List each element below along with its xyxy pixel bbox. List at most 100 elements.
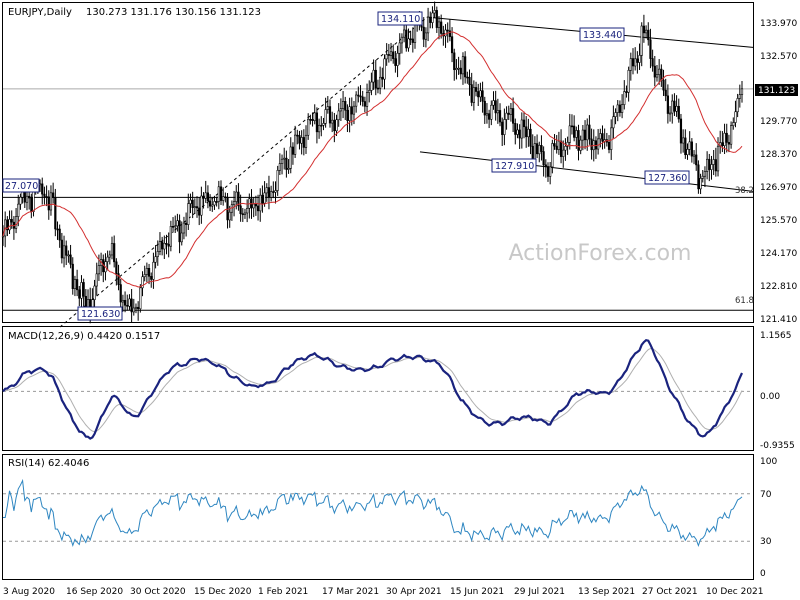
price-bar-body (472, 87, 475, 103)
annotation-box (377, 11, 423, 26)
price-bar-body (167, 243, 170, 247)
macd-ytick-0: 1.1565 (760, 331, 792, 341)
price-bar-body (368, 90, 371, 93)
price-bar-body (583, 129, 587, 141)
price-bar-body (485, 113, 489, 116)
price-bar-body (324, 109, 327, 124)
price-bar-body (121, 300, 124, 303)
price-bar-body (730, 125, 733, 145)
price-bar-body (507, 112, 510, 115)
price-bar-body (346, 109, 349, 121)
price-bar-body (69, 254, 72, 265)
price-bar-body (307, 118, 310, 136)
price-bar-body (631, 58, 635, 67)
price-bar-body (588, 124, 591, 140)
price-bar-body (274, 190, 277, 193)
annotation-label: 127.360 (648, 173, 687, 184)
price-bar-body (361, 96, 364, 102)
price-bar-body (385, 54, 388, 60)
price-bar-body (634, 58, 637, 67)
price-bar-body (134, 306, 138, 309)
moving-average-line (2, 31, 743, 288)
price-bar-body (568, 125, 571, 143)
price-bar-body (721, 142, 724, 146)
price-bar-body (662, 79, 665, 91)
price-bar-body (300, 137, 303, 144)
price-ytick-4: 128.370 (760, 150, 797, 160)
price-bar-body (640, 25, 643, 56)
price-bar-body (398, 42, 401, 54)
price-bar-body (374, 69, 377, 89)
price-bar-body (47, 196, 50, 211)
macd-line (2, 339, 743, 440)
price-bar-body (252, 203, 255, 209)
price-bar-body (355, 94, 358, 107)
price-bar-body (67, 254, 70, 257)
annotation-box (2, 178, 40, 193)
price-bar-body (145, 268, 148, 275)
date-label-5: 17 Mar 2021 (322, 587, 379, 597)
price-bar-body (679, 118, 683, 144)
price-bar-body (6, 219, 9, 231)
price-bar-body (675, 105, 678, 112)
price-bar-body (450, 36, 454, 54)
rsi-ytick-2: 30 (760, 537, 772, 547)
price-bar-body (570, 125, 574, 128)
price-bar-body (594, 140, 598, 150)
price-ytick-8: 122.810 (760, 282, 797, 292)
price-bar-body (1, 235, 5, 238)
price-bar-body (431, 12, 434, 23)
price-bar-body (228, 211, 231, 221)
price-bar-body (123, 300, 127, 306)
price-bar-body (655, 74, 659, 78)
price-bar-body (54, 197, 57, 230)
price-bar-body (405, 29, 408, 49)
price-bar-body (712, 159, 715, 165)
price-bar-body (254, 203, 257, 207)
price-bar-body (28, 195, 31, 199)
price-bar-body (317, 124, 321, 133)
price-bar-body (394, 58, 397, 66)
date-label-2: 30 Oct 2020 (130, 587, 186, 597)
price-bar-body (171, 226, 175, 228)
price-bar-body (647, 29, 650, 41)
price-ytick-3: 129.770 (760, 117, 797, 127)
price-bar-body (213, 201, 216, 206)
price-bar-body (616, 104, 619, 113)
price-header-symbol: EURJPY,Daily (8, 7, 72, 18)
price-bar-body (328, 106, 332, 124)
price-bar-body (422, 26, 425, 40)
price-bar-body (350, 106, 353, 115)
price-bar-body (522, 119, 526, 128)
annotation-127910: 127.910 (491, 158, 537, 173)
rsi-ytick-0: 100 (760, 457, 777, 467)
price-bar-body (666, 95, 669, 114)
price-bar-body (542, 151, 545, 166)
price-bar-body (287, 168, 290, 170)
price-bar-body (653, 65, 656, 78)
annotation-127360: 127.360 (644, 170, 690, 185)
price-bar-body (488, 113, 491, 120)
price-bar-body (501, 121, 504, 135)
price-bar-body (8, 218, 11, 231)
price-bar-body (147, 268, 151, 277)
price-bar-body (498, 110, 502, 123)
price-ytick-5: 126.970 (760, 183, 797, 193)
price-bar-body (577, 130, 580, 151)
price-bar-body (56, 228, 59, 231)
price-bar-body (211, 204, 214, 207)
watermark: ActionForex.com (509, 241, 692, 266)
price-bar-body (130, 298, 133, 313)
price-bar-body (544, 164, 547, 167)
price-bar-body (701, 175, 704, 179)
annotation-label: 27.070 (5, 181, 38, 192)
price-bar-body (573, 125, 576, 138)
annotation-label: 133.440 (583, 30, 622, 41)
price-bar-body (599, 133, 602, 140)
rsi-layer (3, 478, 753, 547)
price-bar-body (187, 203, 190, 225)
price-bar-body (586, 124, 589, 141)
annotation-box (644, 170, 690, 185)
